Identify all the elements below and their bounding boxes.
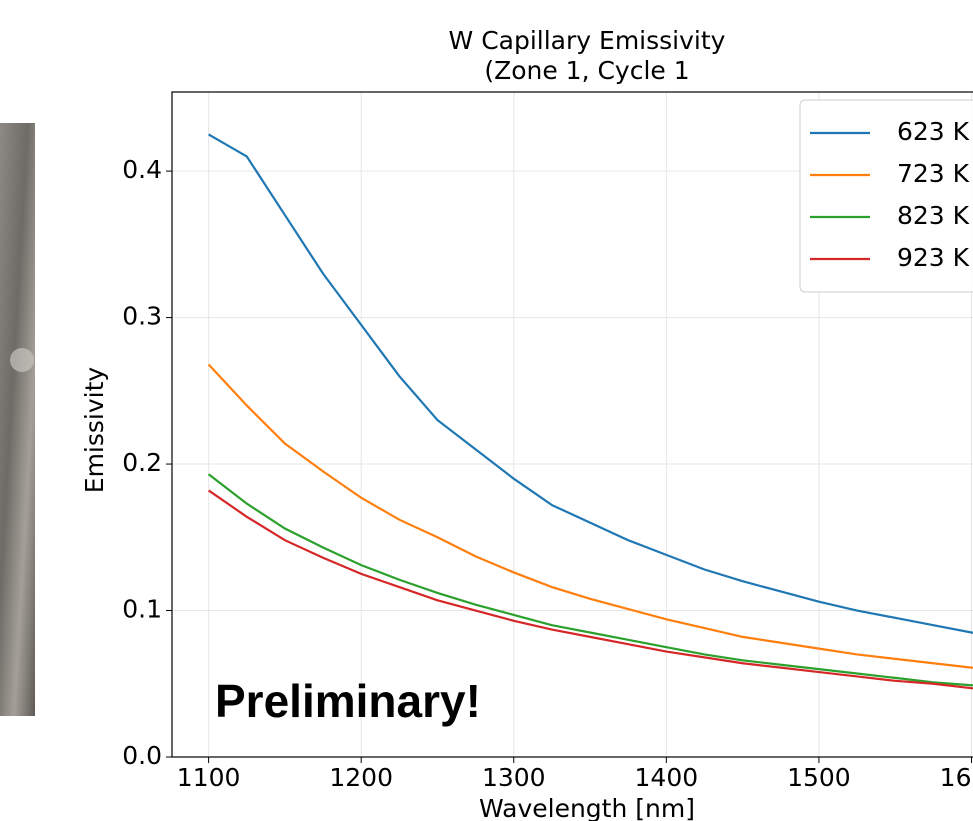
x-axis-label: Wavelength [nm] [479,794,695,821]
legend-label: 723 K [897,159,970,188]
series-line [207,489,973,690]
x-tick-label: 1600 [940,763,973,792]
y-tick-label: 0.2 [122,448,162,477]
plot-lines [207,133,973,690]
chart-title: W Capillary Emissivity [449,26,726,55]
photo-detail [10,348,34,372]
legend: 623 K 723 K 823 K 923 K [799,99,973,293]
x-tick-label: 1100 [177,763,241,792]
y-tick-label: 0.4 [122,155,162,184]
x-tick-label: 1200 [329,763,393,792]
series-line [207,473,973,687]
legend-label: 623 K [897,117,970,146]
y-tick-label: 0.1 [122,595,162,624]
plot-frame [171,91,973,758]
x-tick-label: 1400 [635,763,699,792]
photo [0,123,35,716]
chart-subtitle: (Zone 1, Cycle 1 [484,56,689,85]
y-tick-label: 0.0 [122,741,162,770]
x-tick-label: 1300 [482,763,546,792]
series-line [207,363,973,669]
annotation: Preliminary! [215,675,481,727]
y-axis-label: Emissivity [80,367,109,494]
legend-label: 923 K [897,243,970,272]
y-tick-label: 0.3 [122,302,162,331]
legend-box [799,99,973,293]
series-line [208,133,973,634]
legend-label: 823 K [897,201,970,230]
x-tick-label: 1500 [787,763,851,792]
